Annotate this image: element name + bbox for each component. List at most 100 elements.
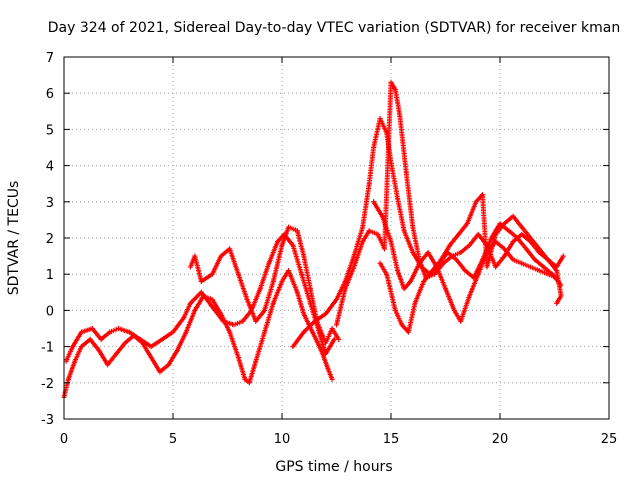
data-point — [107, 329, 113, 335]
data-point — [262, 307, 268, 313]
data-point — [453, 257, 459, 263]
chart-title: Day 324 of 2021, Sidereal Day-to-day VTE… — [48, 20, 620, 36]
x-tick-label: 0 — [60, 432, 68, 447]
data-point — [456, 231, 462, 237]
data-point — [310, 329, 315, 335]
data-point — [342, 286, 348, 292]
data-point — [528, 235, 533, 241]
data-point — [270, 278, 276, 284]
data-point — [279, 242, 285, 248]
data-point — [360, 224, 366, 230]
y-tick-label: 4 — [46, 160, 54, 175]
data-point — [484, 250, 490, 255]
data-point — [401, 228, 407, 234]
data-point — [329, 326, 335, 331]
data-point — [377, 260, 383, 266]
data-point — [301, 311, 307, 317]
data-point — [96, 347, 102, 353]
series-track-6 — [377, 192, 564, 335]
data-point — [244, 297, 250, 302]
x-tick-label: 5 — [169, 432, 177, 447]
data-point — [235, 271, 241, 277]
data-point — [384, 271, 390, 277]
y-axis-label: SDTVAR / TECUs — [6, 181, 22, 296]
data-point — [331, 336, 337, 342]
axis-ticks: 0 5 10 15 20 25 -3 -2 -1 0 1 2 3 4 5 6 7 — [41, 51, 617, 447]
y-tick-label: -2 — [41, 377, 54, 392]
data-point — [377, 116, 383, 121]
y-tick-label: 6 — [46, 87, 54, 102]
data-point — [473, 199, 479, 205]
data-point — [451, 307, 457, 313]
data-point — [183, 329, 189, 335]
data-point — [434, 264, 440, 270]
data-point — [301, 329, 307, 335]
data-point — [541, 264, 547, 270]
data-point — [397, 112, 403, 118]
series-track-7 — [371, 199, 560, 324]
data-point — [519, 224, 525, 230]
y-tick-label: -1 — [41, 341, 54, 356]
data-point — [187, 300, 193, 306]
data-point — [148, 355, 154, 360]
data-point — [231, 322, 237, 328]
data-point — [325, 365, 331, 371]
data-point — [351, 264, 357, 270]
data-point — [447, 242, 453, 248]
y-tick-label: 5 — [46, 123, 54, 138]
data-point — [532, 257, 538, 263]
data-point — [412, 300, 418, 306]
data-point — [227, 329, 233, 335]
data-point — [105, 362, 111, 368]
data-point — [388, 239, 394, 245]
data-point — [410, 224, 416, 230]
data-point — [240, 318, 246, 324]
data-point — [157, 369, 163, 375]
series-track-2 — [63, 231, 337, 364]
data-point — [218, 253, 224, 259]
data-point — [170, 329, 176, 335]
y-tick-label: 7 — [46, 51, 54, 66]
data-point — [379, 213, 385, 219]
data-point — [392, 87, 398, 93]
data-point — [493, 231, 499, 237]
data-point — [286, 224, 291, 230]
data-point — [286, 268, 291, 274]
data-point — [510, 257, 516, 263]
data-point — [275, 239, 281, 245]
data-point — [519, 260, 525, 266]
data-point — [148, 344, 154, 350]
data-point — [493, 239, 499, 245]
data-point — [70, 344, 76, 350]
data-point — [253, 358, 259, 364]
data-point — [166, 362, 172, 368]
data-point — [497, 221, 503, 226]
y-tick-label: 1 — [46, 268, 54, 283]
data-point — [78, 344, 84, 350]
data-point — [323, 311, 329, 317]
data-point — [519, 231, 525, 237]
data-point — [366, 181, 372, 187]
data-point — [336, 336, 342, 342]
data-point — [395, 268, 400, 274]
data-point — [554, 275, 560, 281]
data-point — [65, 376, 71, 382]
data-point — [89, 326, 95, 331]
y-tick-label: -3 — [41, 413, 54, 428]
data-point — [187, 264, 193, 270]
data-point — [545, 271, 551, 277]
data-point — [467, 242, 472, 248]
data-point — [334, 322, 339, 328]
data-point — [270, 300, 276, 306]
series-track-4 — [290, 116, 564, 350]
y-tick-label: 3 — [46, 196, 54, 211]
data-point — [126, 329, 132, 335]
data-point — [501, 221, 507, 226]
data-point — [405, 329, 411, 335]
data-point — [438, 257, 444, 263]
data-point — [410, 250, 416, 255]
data-point — [257, 286, 263, 292]
data-point — [371, 145, 377, 150]
data-point — [449, 253, 455, 259]
